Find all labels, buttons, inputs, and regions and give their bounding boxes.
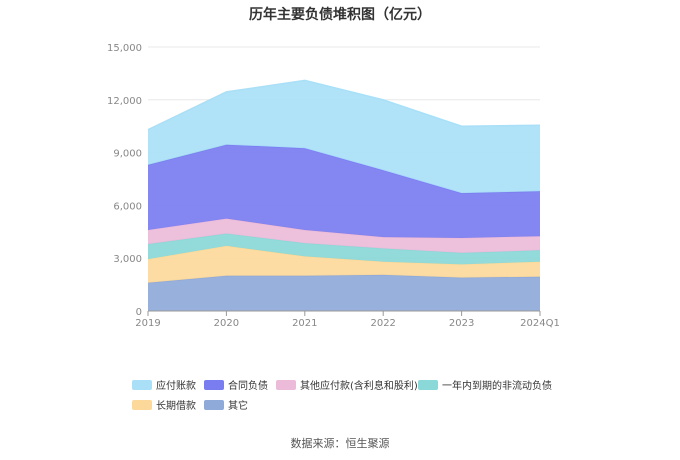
y-tick-label: 3,000 — [113, 254, 142, 265]
legend-swatch — [132, 400, 152, 410]
area-一年内到期的非流动负债 — [148, 233, 540, 265]
area-edge-其它 — [147, 274, 541, 284]
legend-swatch — [204, 400, 224, 410]
legend-swatch — [418, 380, 438, 390]
x-tick-label: 2022 — [370, 318, 395, 329]
legend-swatch — [276, 380, 296, 390]
area-edge-应付账款 — [147, 79, 541, 131]
area-长期借款 — [148, 245, 540, 283]
legend-label: 长期借款 — [156, 399, 196, 412]
area-应付账款 — [148, 80, 540, 194]
legend-label: 其它 — [228, 399, 248, 412]
x-tick-label: 2024Q1 — [520, 318, 560, 329]
legend-swatch — [132, 380, 152, 390]
legend-swatch — [204, 380, 224, 390]
y-tick-label: 12,000 — [107, 96, 142, 107]
legend-label: 应付账款 — [156, 379, 196, 392]
x-tick-label: 2020 — [214, 318, 239, 329]
legend-label: 其他应付款(含利息和股利) — [300, 379, 418, 392]
legend-label: 合同负债 — [228, 379, 268, 392]
y-tick-label: 0 — [136, 307, 142, 318]
data-source-note: 数据来源：恒生聚源 — [291, 436, 390, 450]
x-tick-label: 2019 — [135, 318, 160, 329]
y-tick-label: 15,000 — [107, 43, 142, 54]
axes: 0 3,000 6,000 9,000 12,000 15,000 2019 2020 2021… — [107, 43, 560, 329]
chart-title: 历年主要负债堆积图（亿元） — [249, 6, 431, 23]
area-其它 — [148, 274, 540, 311]
y-tick-label: 6,000 — [113, 201, 142, 212]
y-tick-label: 9,000 — [113, 149, 142, 160]
area-series-group — [147, 79, 541, 311]
area-合同负债 — [148, 144, 540, 238]
x-tick-label: 2023 — [449, 318, 474, 329]
x-tick-label: 2021 — [292, 318, 317, 329]
legend-label: 一年内到期的非流动负债 — [442, 379, 552, 392]
area-其他应付款(含利息和股利) — [148, 218, 540, 253]
